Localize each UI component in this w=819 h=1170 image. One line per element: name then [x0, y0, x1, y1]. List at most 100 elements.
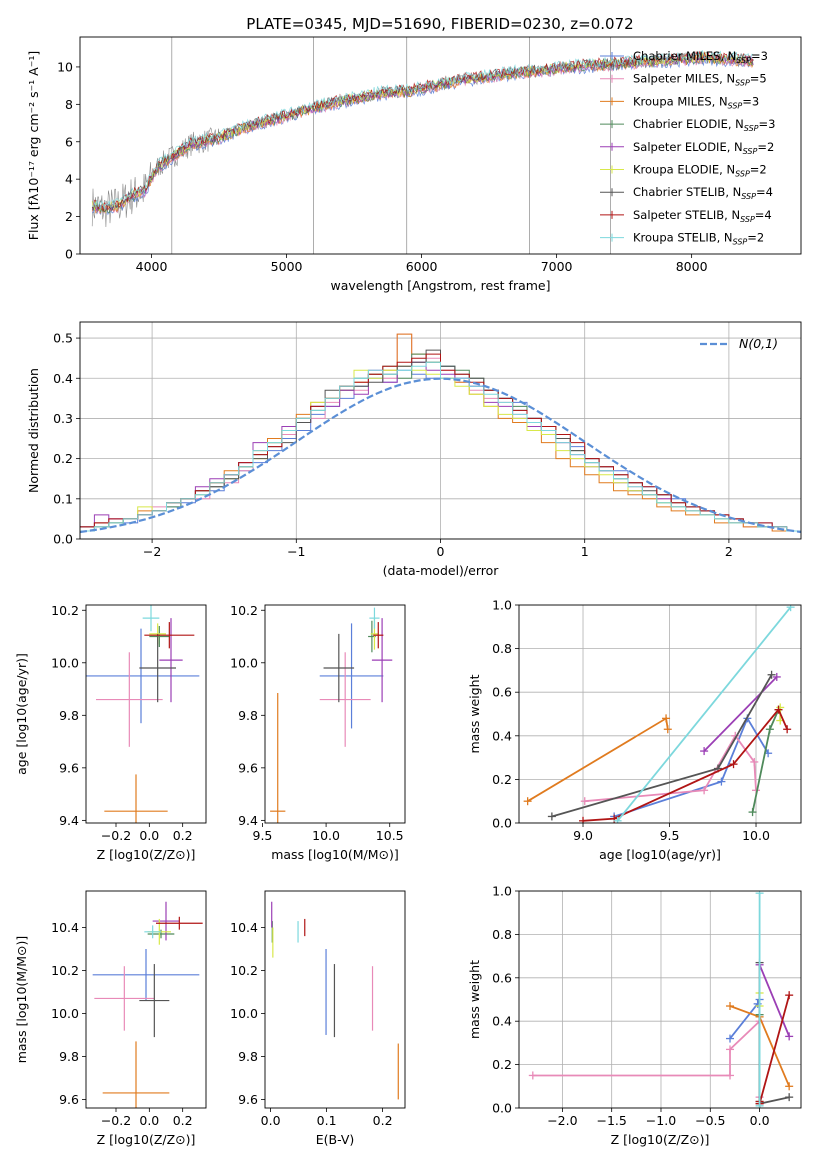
axes-frame [518, 604, 802, 824]
y-tick-label: 0.6 [492, 685, 512, 700]
panel-age_vs_mass: 9.5 10.0 10.5 9.4 9.6 9.8 10.0 10.2 mass [log10(… [230, 603, 406, 862]
y-axis-label: mass [log10(M/M⊙)] [14, 936, 29, 1064]
x-tick-label: 4000 [136, 259, 168, 274]
model-fit-line [92, 50, 754, 210]
y-tick-label: 10.0 [51, 1006, 79, 1021]
weight-line [613, 716, 769, 818]
legend-label: Chabrier MILES, NSSP=3 [633, 49, 768, 65]
axes-frame [264, 890, 406, 1109]
plot-area [86, 605, 200, 823]
x-tick-label: 9.5 [253, 828, 273, 843]
y-tick-label: 10.2 [51, 963, 79, 978]
y-tick-label: 9.6 [238, 1092, 258, 1107]
y-tick-label: 10.0 [51, 655, 79, 670]
x-axis-label: Z [log10(Z/Z⊙)] [97, 1132, 196, 1147]
plot-area [519, 891, 801, 1108]
panel-residuals: −2 −1 0 1 2 0.0 0.1 0.2 0.3 0.4 0.5 (data-model)/er… [26, 321, 802, 578]
y-tick-label: 0.4 [492, 1014, 512, 1029]
x-tick-label: −2.0 [547, 1113, 577, 1128]
y-tick-label: 9.8 [238, 1049, 258, 1064]
x-tick-label: 6000 [406, 259, 438, 274]
x-tick-label: 0.0 [139, 1113, 159, 1128]
axes-frame [85, 890, 207, 1109]
x-tick-label: 9.5 [660, 828, 680, 843]
y-tick-label: 0.3 [53, 411, 73, 426]
x-tick-label: −1 [287, 544, 305, 559]
axes-frame [264, 604, 406, 824]
legend-label: Salpeter STELIB, NSSP=4 [633, 208, 772, 224]
panel-weight_vs_age: 9.0 9.5 10.0 0.0 0.2 0.4 0.6 0.8 1.0 age [log10(a… [467, 598, 802, 862]
x-tick-label: 1 [581, 544, 589, 559]
x-tick-label: 0.0 [750, 1113, 770, 1128]
legend-label: Salpeter ELODIE, NSSP=2 [633, 140, 774, 156]
y-axis-label: age [log10(age/yr)] [14, 653, 29, 775]
x-tick-label: 0.0 [139, 828, 159, 843]
figure-title: PLATE=0345, MJD=51690, FIBERID=0230, z=0… [246, 15, 633, 33]
legend-label: Chabrier STELIB, NSSP=4 [633, 185, 773, 201]
y-tick-label: 0.2 [492, 1057, 512, 1072]
y-tick-label: 0.0 [53, 532, 73, 547]
y-tick-label: 8 [65, 97, 73, 112]
y-axis-label: Normed distribution [26, 368, 41, 493]
x-tick-label: 10.0 [742, 828, 770, 843]
x-tick-label: −0.5 [695, 1113, 725, 1128]
y-tick-label: 0.4 [53, 371, 73, 386]
legend-label: Kroupa STELIB, NSSP=2 [633, 231, 764, 247]
y-tick-label: 10.0 [230, 1006, 258, 1021]
x-tick-label: 2 [725, 544, 733, 559]
y-tick-label: 0.6 [492, 970, 512, 985]
x-tick-label: 9.0 [573, 828, 593, 843]
legend-label: Kroupa MILES, NSSP=3 [633, 94, 759, 110]
y-tick-label: 6 [65, 134, 73, 149]
y-tick-label: 9.6 [238, 760, 258, 775]
weight-line [616, 606, 792, 822]
plot-area [92, 901, 203, 1108]
y-tick-label: 0 [65, 247, 73, 262]
x-tick-label: 5000 [271, 259, 303, 274]
weight-line [703, 676, 778, 752]
panel-mass_vs_ebv: 0.0 0.1 0.2 9.6 9.8 10.0 10.2 10.4 E(B-V) [230, 890, 406, 1147]
y-tick-label: 10.4 [230, 920, 258, 935]
legend-label: Salpeter MILES, NSSP=5 [633, 72, 767, 88]
model-fit-line [91, 54, 754, 214]
y-tick-label: 0.8 [492, 927, 512, 942]
y-tick-label: 9.6 [59, 1092, 79, 1107]
axes-frame [79, 321, 802, 540]
y-tick-label: 9.4 [238, 813, 258, 828]
plot-area [519, 605, 801, 823]
x-tick-label: 8000 [676, 259, 708, 274]
y-tick-label: 0.0 [492, 1101, 512, 1116]
y-tick-label: 0.2 [53, 451, 73, 466]
x-tick-label: 0.2 [173, 828, 193, 843]
y-tick-label: 10.2 [230, 963, 258, 978]
normal-curve [80, 377, 801, 534]
y-tick-label: 9.8 [59, 1049, 79, 1064]
plot-area [270, 607, 393, 823]
panel-weight_vs_Z: −2.0 −1.5 −1.0 −0.5 0.0 0.0 0.2 0.4 0.6 0.8 1.0 Z [… [467, 884, 802, 1147]
axes-frame [79, 36, 802, 255]
histogram-step [80, 361, 801, 532]
y-tick-label: 0.2 [492, 772, 512, 787]
y-tick-label: 9.6 [59, 760, 79, 775]
x-tick-label: 0.2 [173, 1113, 193, 1128]
x-tick-label: 10.5 [376, 828, 404, 843]
legend-label: Chabrier ELODIE, NSSP=3 [633, 117, 775, 133]
y-tick-label: 4 [65, 172, 73, 187]
x-tick-label: −1.5 [597, 1113, 627, 1128]
y-tick-label: 0.1 [53, 491, 73, 506]
x-axis-label: wavelength [Angstrom, rest frame] [330, 278, 550, 293]
x-axis-label: (data-model)/error [383, 563, 500, 578]
x-tick-label: −1.0 [646, 1113, 676, 1128]
y-tick-label: 9.8 [238, 708, 258, 723]
x-tick-label: 7000 [541, 259, 573, 274]
y-tick-label: 2 [65, 209, 73, 224]
x-tick-label: 0.1 [317, 1113, 337, 1128]
y-tick-label: 0.0 [492, 816, 512, 831]
x-tick-label: 0 [437, 544, 445, 559]
y-tick-label: 9.8 [59, 708, 79, 723]
weight-line [729, 999, 761, 1040]
y-tick-label: 0.8 [492, 641, 512, 656]
weight-line [582, 707, 789, 822]
panel-spectrum: 4000 5000 6000 7000 8000 0 2 4 6 8 10 wavelength [A… [26, 36, 802, 293]
